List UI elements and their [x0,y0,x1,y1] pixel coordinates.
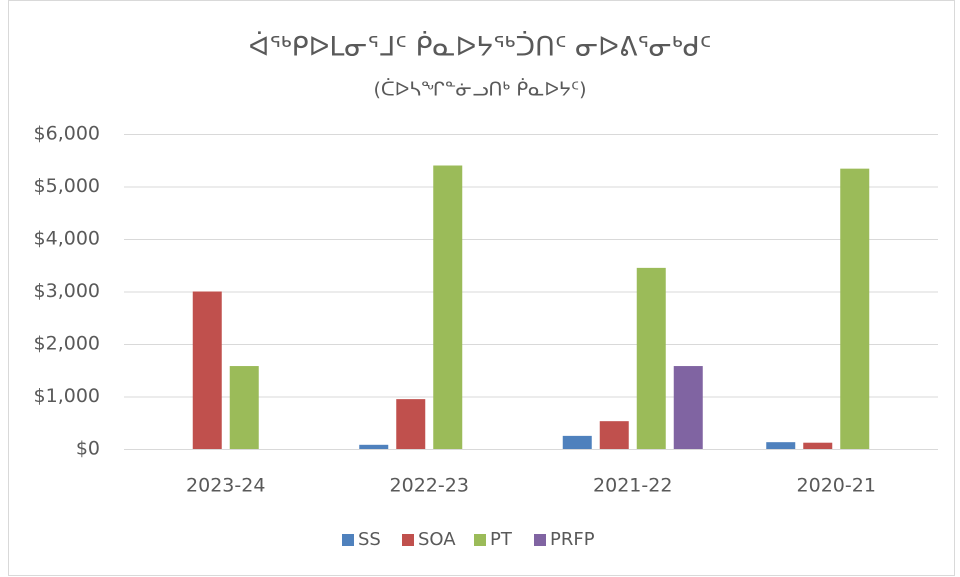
y-tick-label: $2,000 [34,333,100,355]
chart-title: ᐋᖅᑭᐅᒪᓂᕐᒧᑦ ᑮᓇᐅᔭᖅᑑᑎᑦ ᓂᐅᕕᕐᓂᒃᑯᑦ [249,31,712,63]
legend-swatch [534,534,546,546]
bar [766,442,796,449]
bar [599,421,629,449]
x-tick-label: 2021-22 [593,475,672,497]
bar [359,444,389,449]
legend-swatch [474,534,486,546]
legend-label: PRFP [550,529,595,550]
bar [229,366,259,449]
legend-swatch [402,534,414,546]
y-tick-label: $4,000 [34,228,100,250]
y-tick-label: $1,000 [34,385,100,407]
legend-label: SOA [418,529,456,550]
chart-subtitle: (ᑖᐅᓴᖏᓐᓃᓗᑎᒃ ᑮᓇᐅᔭᑦ) [373,78,586,101]
bar [803,442,833,449]
bar [673,366,703,449]
y-tick-label: $0 [76,438,100,460]
x-tick-label: 2023-24 [186,475,265,497]
bar [840,168,870,449]
y-tick-label: $5,000 [34,175,100,197]
legend-swatch [342,534,354,546]
legend-label: PT [490,529,513,550]
bar [396,399,426,449]
bar [192,291,222,449]
x-tick-label: 2022-23 [390,475,469,497]
chart-border [8,0,955,576]
y-tick-label: $6,000 [34,123,100,145]
y-tick-label: $3,000 [34,280,100,302]
bar [562,435,592,449]
x-tick-label: 2020-21 [797,475,876,497]
bar [636,267,666,449]
bar [433,165,463,449]
legend-label: SS [358,529,381,550]
